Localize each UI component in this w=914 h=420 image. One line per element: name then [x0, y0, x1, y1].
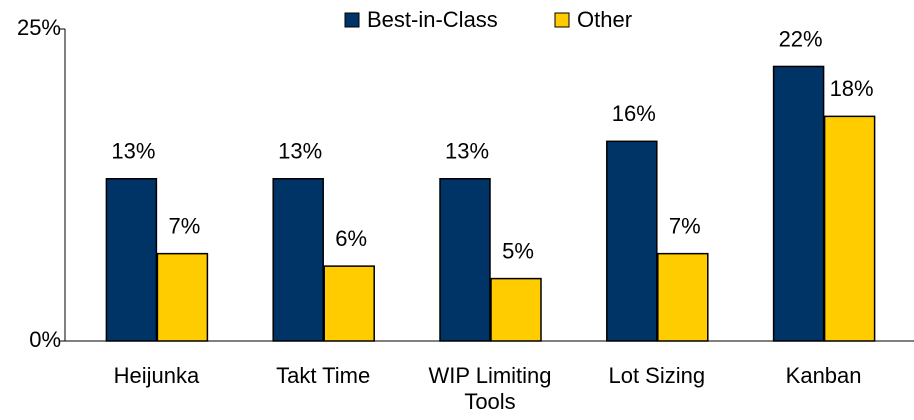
- bar: [156, 252, 209, 342]
- data-label: 13%: [278, 139, 322, 164]
- data-label: 7%: [169, 213, 201, 238]
- bar: [105, 178, 158, 342]
- data-label: 13%: [111, 139, 155, 164]
- bar: [490, 277, 542, 342]
- legend-swatch: [554, 12, 570, 28]
- legend-label: Best-in-Class: [367, 7, 498, 32]
- x-tick-label: Heijunka: [113, 363, 200, 388]
- data-label: 13%: [445, 139, 489, 164]
- bar: [606, 140, 658, 342]
- legend-swatch: [344, 12, 360, 28]
- data-label: 18%: [830, 76, 874, 101]
- data-label: 7%: [669, 213, 701, 238]
- bar: [772, 65, 825, 342]
- data-label: 22%: [779, 26, 823, 51]
- y-tick-label: 25%: [17, 15, 61, 40]
- bar: [657, 252, 709, 342]
- data-label: 16%: [612, 101, 656, 126]
- bar: [323, 265, 375, 342]
- x-tick-label: Takt Time: [276, 363, 371, 388]
- x-tick-label: Kanban: [785, 363, 862, 388]
- data-label: 5%: [502, 238, 534, 263]
- bar: [272, 178, 324, 342]
- bar: [439, 178, 491, 342]
- x-tick-label: Lot Sizing: [608, 363, 706, 388]
- data-label: 6%: [335, 226, 367, 251]
- x-tick-label: WIP Limiting Tools: [428, 363, 552, 414]
- legend-label: Other: [577, 7, 632, 32]
- bar: [823, 115, 876, 342]
- y-tick-label: 0%: [29, 327, 61, 352]
